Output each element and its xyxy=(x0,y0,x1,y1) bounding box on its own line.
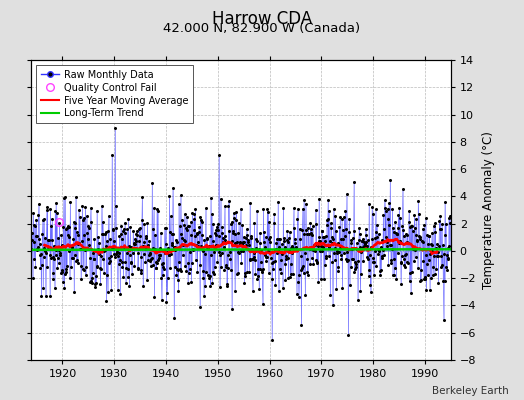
Legend: Raw Monthly Data, Quality Control Fail, Five Year Moving Average, Long-Term Tren: Raw Monthly Data, Quality Control Fail, … xyxy=(36,65,193,123)
Y-axis label: Temperature Anomaly (°C): Temperature Anomaly (°C) xyxy=(482,131,495,289)
Text: Harrow CDA: Harrow CDA xyxy=(212,10,312,28)
Text: 42.000 N, 82.900 W (Canada): 42.000 N, 82.900 W (Canada) xyxy=(163,22,361,35)
Text: Berkeley Earth: Berkeley Earth xyxy=(432,386,508,396)
